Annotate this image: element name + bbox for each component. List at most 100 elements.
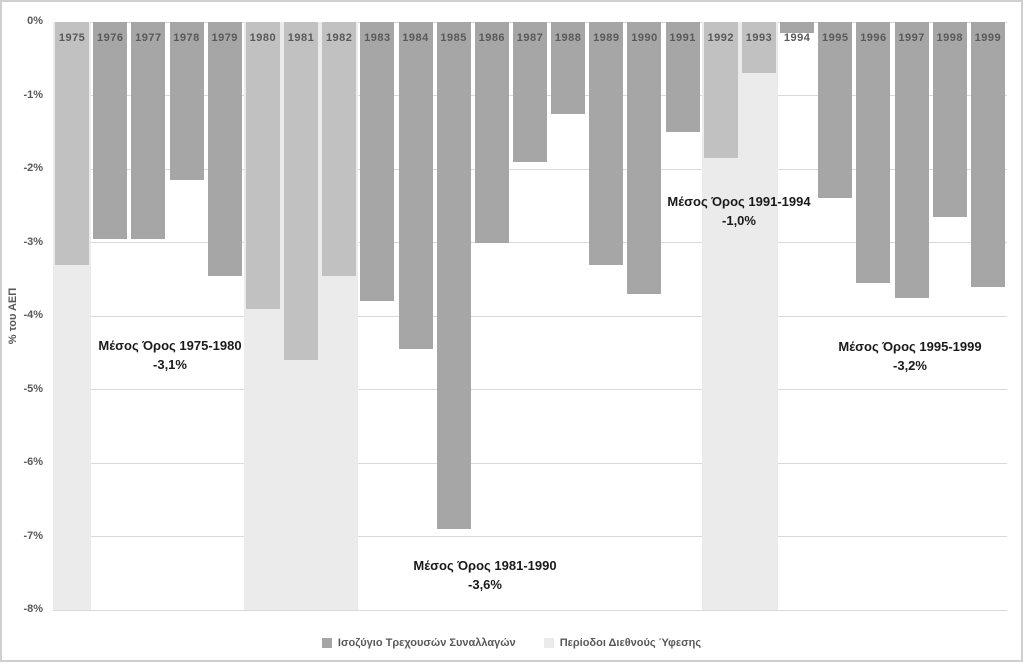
chart-column: 1988 [549, 22, 587, 610]
annotation-line2: -3,1% [153, 357, 187, 372]
bar [207, 22, 242, 276]
bar [894, 22, 929, 298]
chart-column: 1976 [91, 22, 129, 610]
chart-column: 1981 [281, 22, 321, 610]
gridline [53, 462, 1007, 464]
year-label: 1976 [96, 32, 124, 44]
bar [970, 22, 1005, 287]
y-tick-label: -8% [23, 603, 43, 615]
bar [818, 22, 853, 199]
chart-column: 1999 [969, 22, 1007, 610]
y-tick-label: -4% [23, 309, 43, 321]
chart-column: 1983 [358, 22, 396, 610]
year-label: 1989 [593, 32, 620, 44]
year-label: 1996 [860, 32, 887, 44]
year-label: 1988 [554, 32, 582, 44]
bar [93, 22, 128, 239]
annotation-line1: Μέσος Όρος 1975-1980 [98, 338, 242, 353]
bar [55, 22, 90, 265]
year-label: 1984 [402, 32, 429, 44]
year-label: 1979 [211, 32, 238, 44]
y-tick-label: 0% [27, 15, 43, 27]
year-label: 1987 [516, 32, 544, 44]
chart-column: 1990 [625, 22, 663, 610]
annotation-line2: -3,2% [893, 358, 927, 373]
legend-label: Περίοδοι Διεθνούς Ύφεσης [559, 637, 702, 649]
annotation-line1: Μέσος Όρος 1991-1994 [667, 194, 811, 209]
year-label: 1993 [745, 32, 773, 44]
annotation-line2: -1,0% [722, 213, 756, 228]
year-label: 1983 [364, 32, 391, 44]
chart-column: 1998 [931, 22, 969, 610]
gridline [53, 389, 1007, 390]
chart-column: 1978 [167, 22, 205, 610]
legend-swatch [543, 638, 554, 648]
gridline [53, 609, 1007, 611]
chart-column: 1982 [320, 22, 359, 610]
bar [284, 22, 319, 361]
y-tick-label: -2% [23, 162, 43, 174]
bar [589, 22, 624, 265]
year-label: 1981 [287, 32, 315, 44]
chart-column: 1979 [206, 22, 244, 610]
bar [360, 22, 395, 302]
chart-column: 1993 [739, 22, 779, 610]
year-label: 1992 [707, 32, 735, 44]
legend-swatch [321, 638, 332, 648]
average-annotation: Μέσος Όρος 1995-1999 -3,2% [838, 337, 981, 375]
bar [322, 22, 357, 276]
bar [436, 22, 471, 530]
bar [512, 22, 547, 162]
year-label: 1994 [783, 32, 811, 44]
bar [398, 22, 433, 350]
bar [856, 22, 891, 283]
gridline [53, 168, 1007, 170]
legend: Ισοζύγιο Τρεχουσών Συναλλαγών Περίοδοι Δι… [0, 637, 1023, 649]
year-label: 1998 [936, 32, 963, 44]
chart-column: 1991 [664, 22, 702, 610]
bar [131, 22, 166, 239]
annotation-line2: -3,6% [468, 577, 502, 592]
chart-column: 1997 [893, 22, 931, 610]
annotation-line1: Μέσος Όρος 1995-1999 [838, 339, 982, 354]
year-label: 1980 [249, 32, 277, 44]
chart-column: 1994 [778, 22, 816, 610]
y-tick-label: -3% [23, 235, 43, 248]
gridline [53, 536, 1007, 537]
recession-band [739, 22, 779, 610]
year-label: 1982 [325, 32, 353, 44]
chart-column: 1985 [435, 22, 473, 610]
y-tick-label: -5% [23, 382, 43, 395]
chart-column: 1996 [854, 22, 892, 610]
annotation-line1: Μέσος Όρος 1981-1990 [413, 558, 557, 573]
y-tick-label: -6% [23, 456, 43, 468]
bar [932, 22, 967, 217]
chart-column: 1995 [816, 22, 854, 610]
chart-column: 1989 [587, 22, 625, 610]
year-label: 1985 [440, 32, 467, 44]
year-label: 1986 [478, 32, 506, 44]
year-label: 1991 [669, 32, 696, 44]
bar [245, 22, 280, 309]
year-label: 1978 [173, 32, 200, 44]
chart-column: 1986 [473, 22, 511, 610]
year-label: 1997 [898, 32, 925, 44]
chart-column: 1987 [511, 22, 549, 610]
bar [474, 22, 509, 243]
year-label: 1975 [58, 32, 86, 44]
gridline [53, 242, 1007, 243]
year-label: 1999 [974, 32, 1002, 44]
bar [741, 22, 776, 74]
gridline [53, 315, 1007, 317]
average-annotation: Μέσος Όρος 1981-1990 -3,6% [413, 556, 556, 594]
bar [551, 22, 586, 114]
y-tick-label: -1% [23, 88, 43, 101]
chart-column: 1975 [53, 22, 92, 610]
chart-column: 1977 [129, 22, 167, 610]
chart-column: 1984 [396, 22, 434, 610]
bar [169, 22, 204, 181]
year-label: 1995 [822, 32, 849, 44]
legend-label: Ισοζύγιο Τρεχουσών Συναλλαγών [337, 637, 516, 649]
bar [665, 22, 700, 133]
